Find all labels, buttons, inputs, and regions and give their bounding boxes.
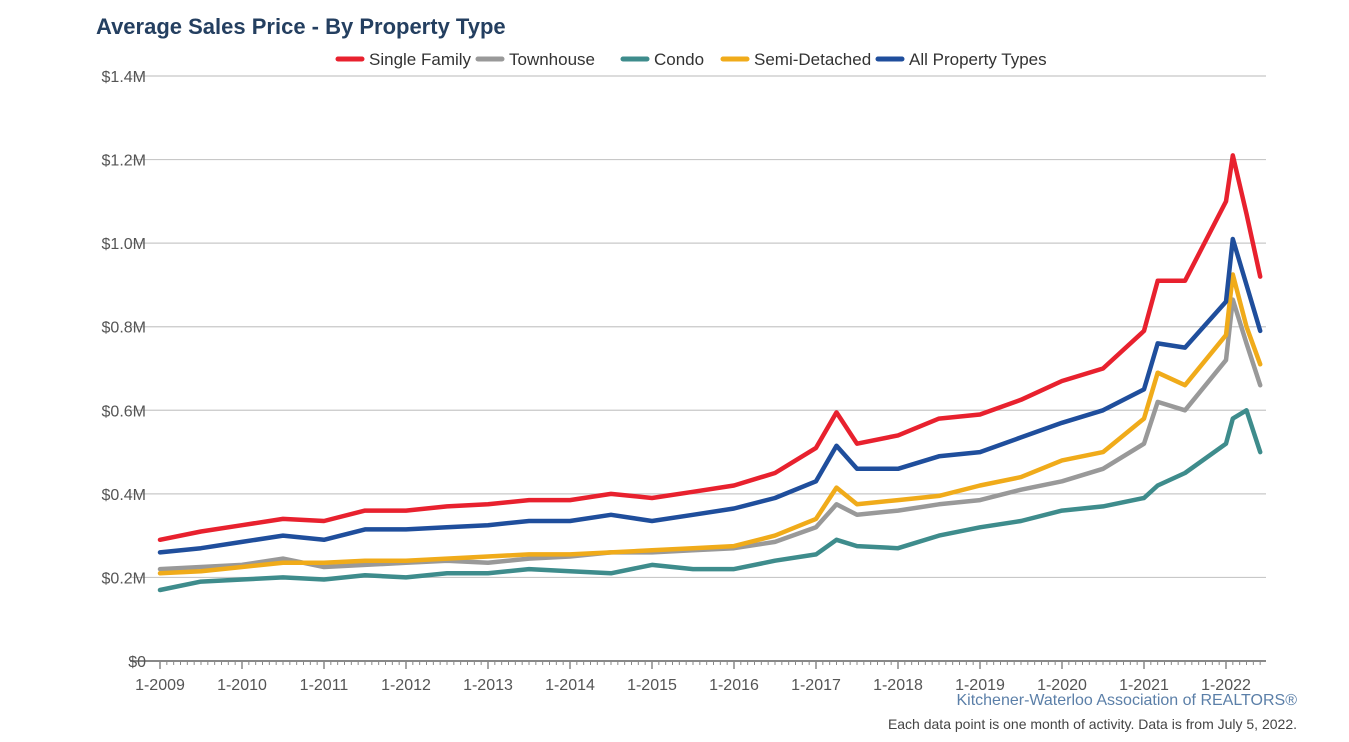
x-tick-label: 1-2014	[545, 677, 595, 694]
legend-label-semi-detached: Semi-Detached	[754, 50, 871, 69]
x-tick-label: 1-2012	[381, 677, 431, 694]
series-line-condo	[157, 408, 1263, 593]
y-tick-label: $0.4M	[102, 487, 146, 504]
x-tick-label: 1-2017	[791, 677, 841, 694]
y-tick-label: $0.8M	[102, 320, 146, 337]
gridlines	[130, 75, 1266, 662]
source-label: Kitchener-Waterloo Association of REALTO…	[956, 692, 1297, 709]
x-tick-label: 1-2013	[463, 677, 513, 694]
x-tick-label: 1-2010	[217, 677, 267, 694]
x-tick-label: 1-2021	[1119, 677, 1169, 694]
series-line-semi-detached	[157, 272, 1263, 576]
series-lines	[157, 153, 1263, 593]
y-tick-label: $0	[128, 654, 146, 671]
legend-label-townhouse: Townhouse	[509, 50, 595, 69]
x-tick-label: 1-2011	[300, 677, 349, 694]
chart-title: Average Sales Price - By Property Type	[96, 14, 506, 39]
x-tick-label: 1-2018	[873, 677, 923, 694]
y-tick-label: $0.6M	[102, 403, 146, 420]
x-tick-label: 1-2009	[135, 677, 185, 694]
x-tick-label: 1-2020	[1037, 677, 1087, 694]
x-tick-label: 1-2022	[1201, 677, 1251, 694]
y-tick-label: $0.2M	[102, 570, 146, 587]
legend-label-single-family: Single Family	[369, 50, 472, 69]
series-line-townhouse	[157, 297, 1263, 572]
x-tick-label: 1-2016	[709, 677, 759, 694]
data-note: Each data point is one month of activity…	[887, 716, 1297, 732]
legend-label-all-property-types: All Property Types	[909, 50, 1047, 69]
legend: Single Family Townhouse Condo Semi-Detached…	[335, 50, 1047, 69]
series-line-single-family	[157, 153, 1263, 543]
y-tick-label: $1.0M	[102, 236, 146, 253]
x-tick-label: 1-2019	[955, 677, 1005, 694]
series-line-all-property-types	[157, 236, 1263, 555]
y-axis-ticks: $0 $0.2M $0.4M $0.6M $0.8M $1.0M $1.2M $1.4M	[102, 69, 147, 671]
y-tick-label: $1.4M	[102, 69, 146, 86]
y-tick-label: $1.2M	[102, 153, 146, 170]
x-axis: 1-2009 1-2010 1-2011 1-2012 1-2013 1-2014 1-20…	[135, 661, 1261, 694]
legend-label-condo: Condo	[654, 50, 704, 69]
x-tick-label: 1-2015	[627, 677, 677, 694]
